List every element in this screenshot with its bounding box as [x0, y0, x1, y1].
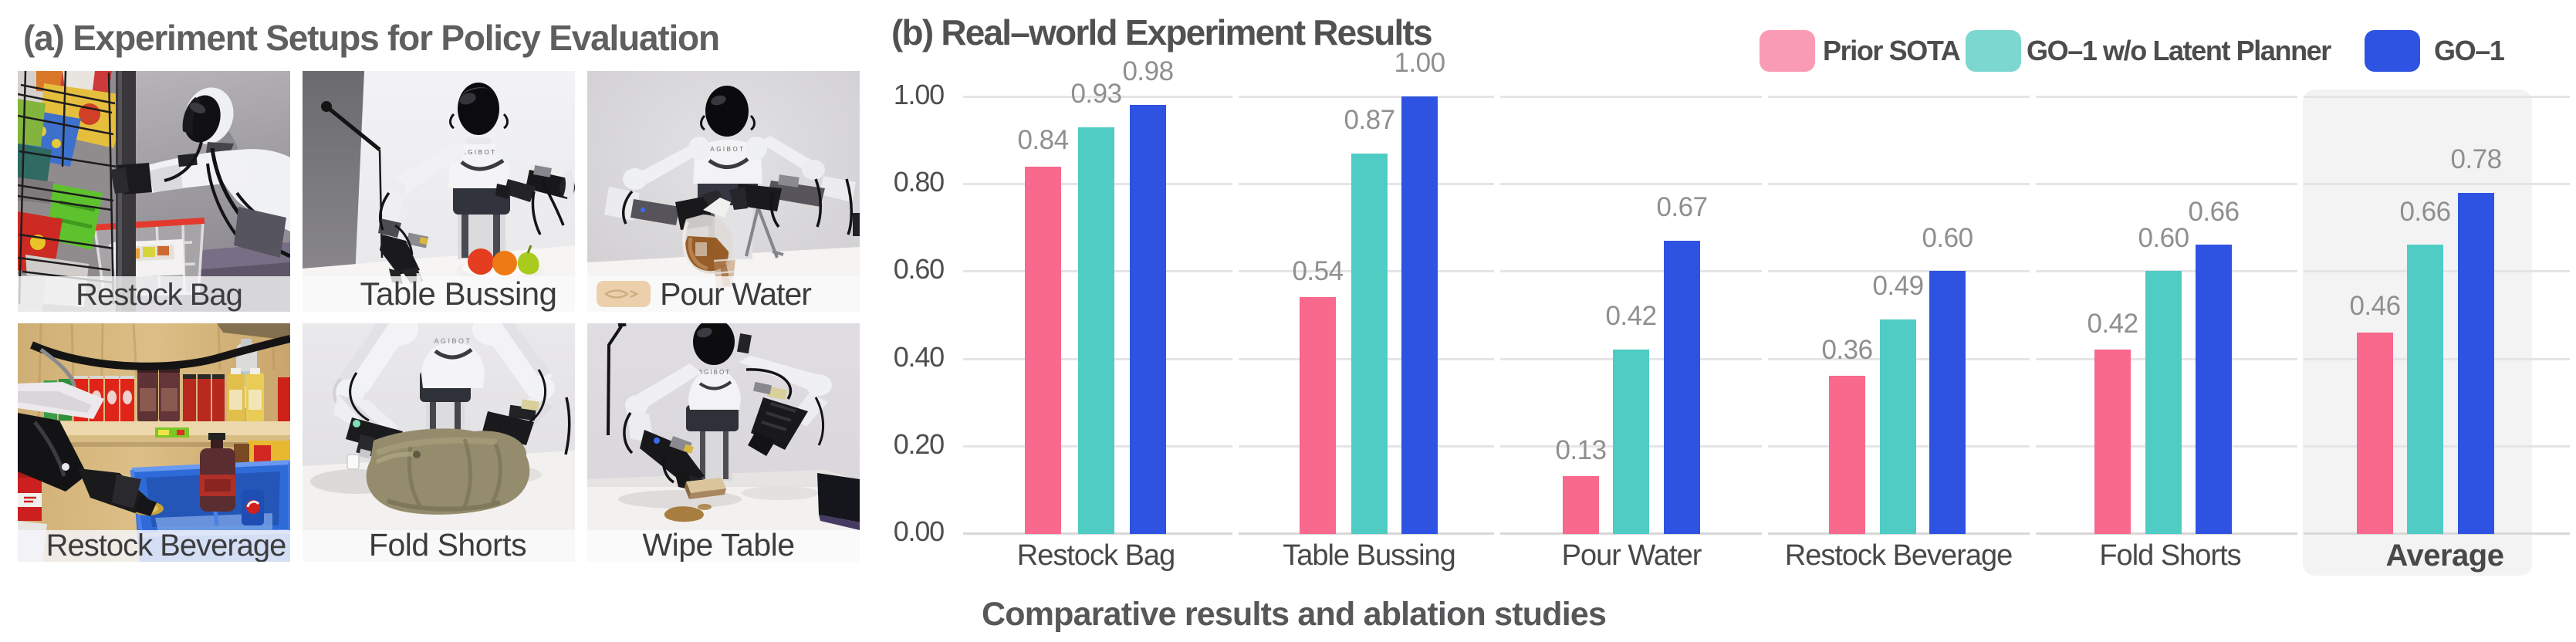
svg-text:Restock Bag: Restock Bag	[76, 278, 242, 312]
svg-text:Pour Water: Pour Water	[660, 276, 811, 312]
svg-text:Fold Shorts: Fold Shorts	[369, 527, 526, 562]
svg-text:AGIBOT: AGIBOT	[698, 369, 731, 376]
svg-text:AGIBOT: AGIBOT	[461, 149, 496, 156]
svg-text:Table Bussing: Table Bussing	[360, 275, 557, 312]
svg-text:AGIBOT: AGIBOT	[710, 146, 745, 153]
svg-text:AGIBOT: AGIBOT	[434, 337, 472, 345]
svg-text:Restock Beverage: Restock Beverage	[46, 529, 286, 562]
svg-text:Wipe Table: Wipe Table	[642, 527, 794, 562]
